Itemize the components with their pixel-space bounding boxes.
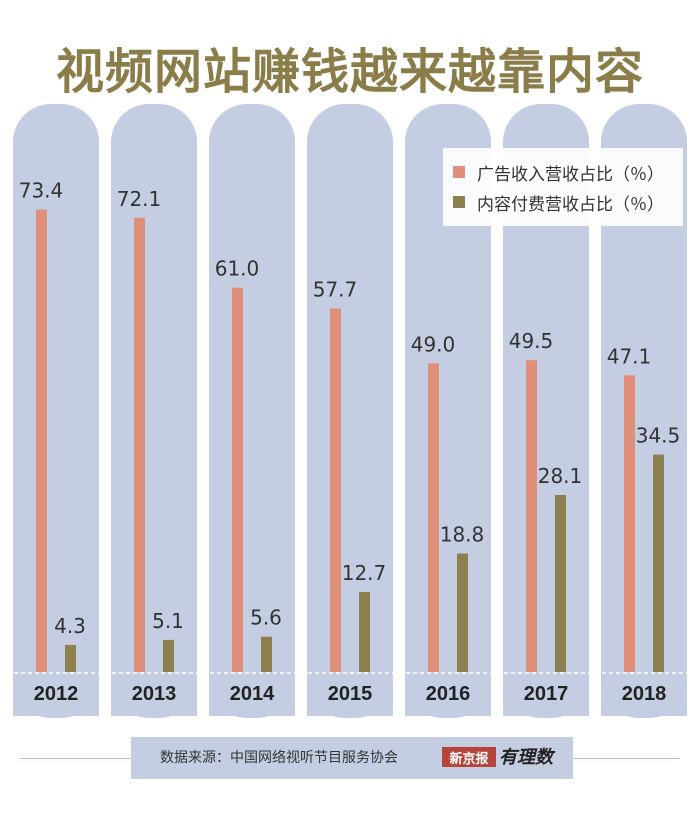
column-panel-base xyxy=(111,640,197,716)
column-panel-base xyxy=(209,640,295,716)
legend-label-ad: 广告收入营收占比（％） xyxy=(477,164,664,185)
column-panel xyxy=(307,104,393,718)
footer-band xyxy=(131,737,573,779)
bar-ad xyxy=(330,308,341,672)
data-label-content: 12.7 xyxy=(342,561,387,585)
column-panel-base xyxy=(405,640,491,716)
data-label-ad: 57.7 xyxy=(313,277,358,301)
data-label-ad: 61.0 xyxy=(215,257,260,281)
data-label-ad: 49.5 xyxy=(509,329,554,353)
bar-ad xyxy=(526,360,537,672)
page-title: 视频网站赚钱越来越靠内容 xyxy=(55,44,644,100)
bar-content xyxy=(555,494,566,672)
data-label-content: 4.3 xyxy=(54,614,86,638)
column-panel xyxy=(601,104,687,718)
column-panel xyxy=(503,104,589,718)
bar-ad xyxy=(134,217,145,672)
brand-logo-box: 新京报 xyxy=(442,747,496,767)
bar-ad xyxy=(428,363,439,672)
bar-content xyxy=(359,591,370,672)
legend-swatch-ad xyxy=(453,166,465,178)
data-label-ad: 73.4 xyxy=(19,179,64,203)
bar-content xyxy=(163,639,174,672)
legend: 广告收入营收占比（％） 内容付费营收占比（％） xyxy=(443,148,683,226)
column-panel-base xyxy=(13,640,99,716)
x-tick-label: 2015 xyxy=(328,683,373,705)
bar-content xyxy=(261,636,272,672)
data-label-content: 5.6 xyxy=(250,606,282,630)
data-label-content: 18.8 xyxy=(440,523,485,547)
x-tick-label: 2016 xyxy=(426,683,471,705)
bar-ad xyxy=(36,209,47,672)
legend-item-ad: 广告收入营收占比（％） xyxy=(453,160,664,185)
bar-ad xyxy=(624,375,635,672)
data-label-content: 34.5 xyxy=(636,424,681,448)
legend-swatch-content xyxy=(453,196,465,208)
column-panel xyxy=(13,104,99,718)
column-panel-base xyxy=(307,640,393,716)
column-panel-base xyxy=(601,640,687,716)
x-tick-label: 2017 xyxy=(524,683,569,705)
data-label-ad: 49.0 xyxy=(411,332,456,356)
column-panel-base xyxy=(503,640,589,716)
column-panel xyxy=(405,104,491,718)
x-tick-label: 2013 xyxy=(132,683,177,705)
bar-ad xyxy=(232,287,243,672)
x-tick-label: 2012 xyxy=(34,683,79,705)
legend-item-content: 内容付费营收占比（％） xyxy=(453,190,664,215)
column-panel xyxy=(111,104,197,718)
legend-label-content: 内容付费营收占比（％） xyxy=(477,194,664,215)
column-panel xyxy=(209,104,295,718)
bar-content xyxy=(65,644,76,672)
data-label-content: 5.1 xyxy=(152,609,184,633)
data-label-content: 28.1 xyxy=(538,464,583,488)
data-label-ad: 72.1 xyxy=(117,187,162,211)
bar-content xyxy=(653,454,664,672)
data-source: 数据来源：中国网络视听节目服务协会 xyxy=(160,750,398,766)
data-label-ad: 47.1 xyxy=(607,344,652,368)
bar-content xyxy=(457,553,468,672)
x-tick-label: 2014 xyxy=(230,683,275,705)
brand-logo-text: 有理数 xyxy=(499,747,553,768)
x-tick-label: 2018 xyxy=(622,683,667,705)
